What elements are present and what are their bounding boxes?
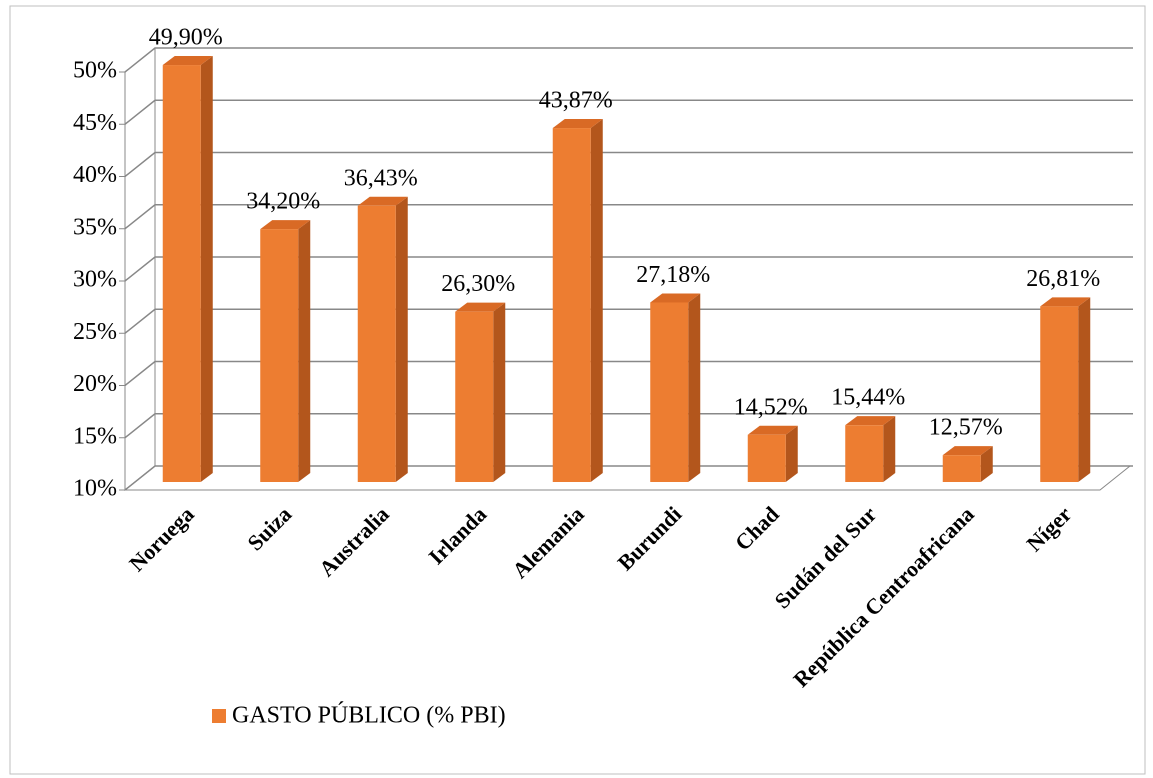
grid-line — [124, 360, 1133, 387]
grid-line — [124, 99, 1133, 125]
legend-swatch — [212, 709, 226, 723]
bar-side — [493, 302, 506, 482]
data-label: 26,81% — [1026, 266, 1100, 292]
bar-top — [650, 293, 701, 303]
bar-top — [942, 446, 993, 456]
data-label: 14,52% — [734, 394, 808, 420]
y-tick-label: 35% — [73, 214, 117, 240]
bar-top — [552, 119, 603, 129]
bar — [650, 302, 689, 482]
bar-top — [455, 302, 506, 312]
bar — [260, 229, 299, 482]
bar-side — [688, 293, 701, 482]
data-label: 34,20% — [246, 189, 320, 215]
bar-side — [395, 196, 408, 482]
bar — [455, 311, 494, 482]
y-tick-label: 15% — [73, 423, 117, 449]
data-label: 27,18% — [636, 262, 710, 288]
data-label: 26,30% — [441, 271, 515, 297]
bar-top — [1040, 297, 1091, 307]
data-label: 36,43% — [344, 165, 418, 191]
bar-side — [980, 446, 993, 482]
bar-top — [747, 425, 798, 435]
data-label: 43,87% — [539, 88, 613, 114]
grid-line — [124, 47, 1133, 73]
y-tick-label: 45% — [73, 110, 117, 136]
grid-line — [124, 465, 1133, 491]
legend-label: GASTO PÚBLICO (% PBI) — [232, 702, 506, 729]
bar-side — [200, 56, 213, 483]
y-tick-label: 20% — [73, 371, 117, 397]
y-tick-label: 30% — [73, 267, 117, 293]
bar — [747, 434, 786, 482]
grid-line — [124, 204, 1133, 230]
bar-top — [162, 56, 213, 66]
y-tick-label: 50% — [73, 58, 117, 84]
bar-side — [590, 119, 603, 482]
bar-side — [298, 220, 311, 483]
grid-line — [124, 308, 1133, 334]
bar — [845, 425, 884, 482]
bar-side — [785, 425, 798, 482]
bar-top — [845, 416, 896, 426]
y-tick-label: 10% — [73, 476, 117, 502]
bar-side — [1078, 297, 1091, 482]
bar — [162, 65, 201, 483]
y-tick-label: 40% — [73, 162, 117, 188]
data-label: 49,90% — [149, 25, 223, 51]
data-label: 15,44% — [831, 385, 905, 411]
bar — [552, 128, 591, 482]
grid-line — [124, 256, 1133, 282]
y-tick-label: 25% — [73, 319, 117, 345]
bar — [357, 205, 396, 482]
bar-side — [883, 416, 896, 482]
grid-line — [124, 413, 1133, 439]
bar-top — [357, 196, 408, 206]
grid-line — [124, 151, 1133, 178]
data-label: 12,57% — [929, 415, 1003, 441]
bar-top — [260, 220, 311, 230]
bar — [1040, 306, 1079, 482]
bar — [942, 455, 981, 482]
